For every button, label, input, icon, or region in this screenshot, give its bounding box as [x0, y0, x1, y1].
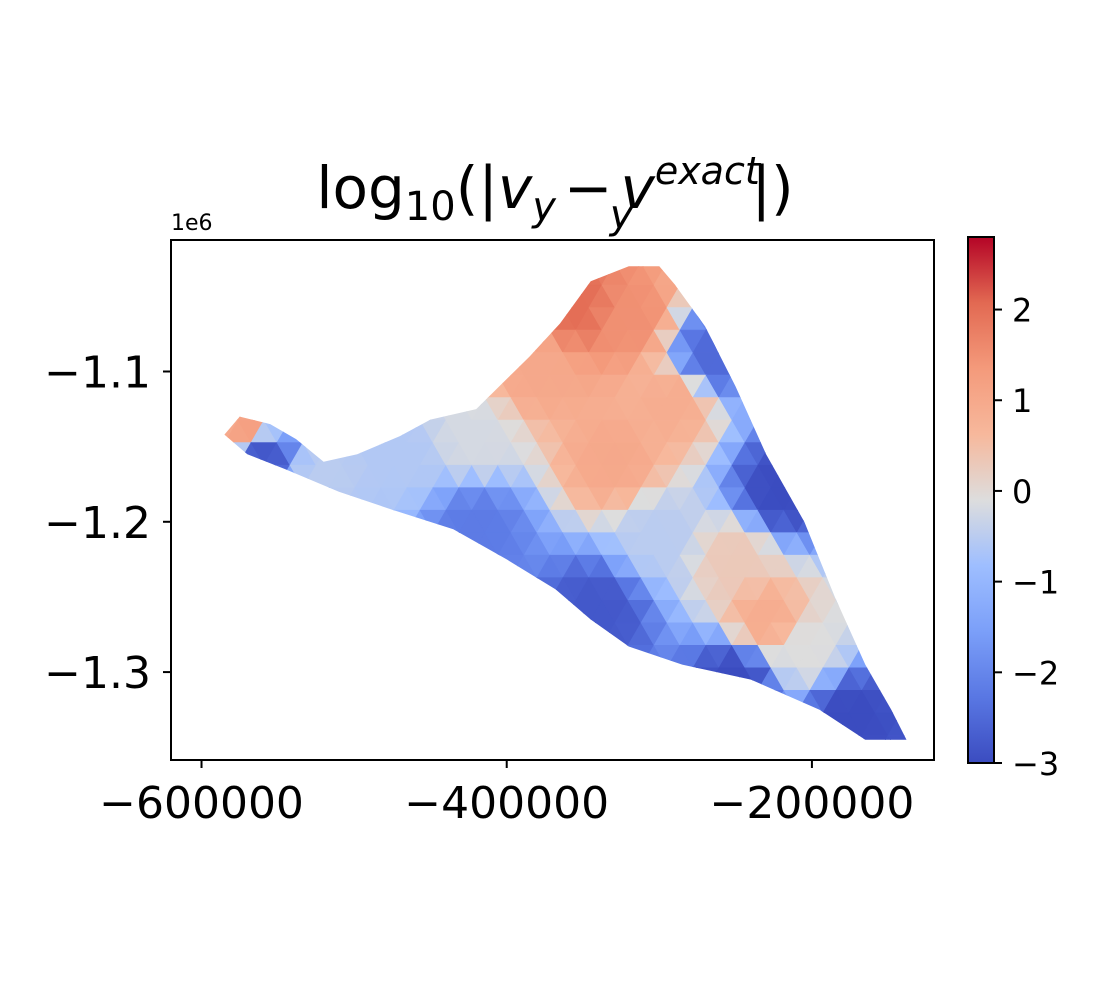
colorbar-tick-label: 2: [1012, 292, 1032, 330]
mesh-triangle: [940, 578, 966, 601]
mesh-triangle: [940, 510, 966, 533]
x-tick-label: −600000: [99, 778, 304, 829]
chart-title: log10(|vy − vexact y |): [316, 149, 793, 238]
mesh-triangle: [940, 623, 966, 646]
mesh-triangle: [940, 308, 966, 331]
mesh-triangle: [940, 668, 966, 691]
mesh-triangle: [940, 533, 966, 556]
y-tick-label: −1.1: [44, 348, 151, 399]
mesh-triangle: [355, 758, 381, 781]
plot-area: −600000 −400000 −200000 −1.1 −1.2 −1.3 1e6: [44, 211, 966, 829]
mesh-triangle: [940, 465, 966, 488]
mesh-triangle: [940, 420, 966, 443]
mesh-triangle: [940, 398, 966, 421]
mesh-triangle: [887, 735, 907, 740]
y-axis: −1.1 −1.2 −1.3: [44, 348, 171, 699]
mesh-triangle: [940, 735, 966, 758]
colorbar-tick-label: 1: [1012, 382, 1032, 420]
colorbar: 2 1 0 −1 −2 −3: [967, 236, 1059, 783]
mesh-triangle: [615, 758, 641, 781]
mesh-triangle: [940, 713, 966, 736]
mesh-triangle: [342, 758, 368, 781]
mesh-triangle: [303, 758, 329, 781]
mesh-triangle: [940, 645, 966, 668]
y-tick-label: −1.3: [44, 648, 151, 699]
mesh-triangle: [940, 353, 966, 376]
mesh-triangle: [940, 555, 966, 578]
x-tick-label: −400000: [404, 778, 609, 829]
x-tick-label: −200000: [709, 778, 914, 829]
mesh-triangle: [316, 758, 342, 781]
mesh-triangle: [654, 758, 680, 781]
mesh-triangle: [641, 758, 667, 781]
mesh-triangle: [927, 758, 953, 781]
axes-frame: [170, 239, 935, 761]
y-tick-label: −1.2: [44, 498, 151, 549]
colorbar-gradient: [968, 237, 994, 763]
mesh-triangle: [329, 758, 355, 781]
colorbar-frame: [967, 236, 995, 764]
mesh-triangle: [940, 443, 966, 466]
y-offset-label: 1e6: [171, 211, 213, 236]
mesh-triangle: [680, 758, 706, 781]
mesh-triangle: [940, 375, 966, 398]
mesh-triangle: [940, 758, 966, 781]
mesh-triangle: [940, 240, 966, 263]
mesh-triangle: [940, 690, 966, 713]
colorbar-tick-label: 0: [1012, 473, 1032, 511]
mesh-triangle: [940, 263, 966, 286]
mesh-triangle: [940, 330, 966, 353]
mesh-triangle: [381, 758, 407, 781]
mesh-triangle: [940, 600, 966, 623]
mesh-triangle: [861, 735, 889, 740]
mesh-triangle: [940, 488, 966, 511]
colorbar-tick-label: −3: [1012, 745, 1059, 783]
mesh-triangle: [914, 758, 940, 781]
mesh-triangle: [628, 758, 654, 781]
colorbar-tick-label: −1: [1012, 564, 1059, 602]
mesh-triangle: [940, 285, 966, 308]
x-axis: −600000 −400000 −200000: [99, 760, 914, 829]
mesh-triangle: [667, 758, 693, 781]
mesh-triangle: [368, 758, 394, 781]
colorbar-tick-label: −2: [1012, 654, 1059, 692]
